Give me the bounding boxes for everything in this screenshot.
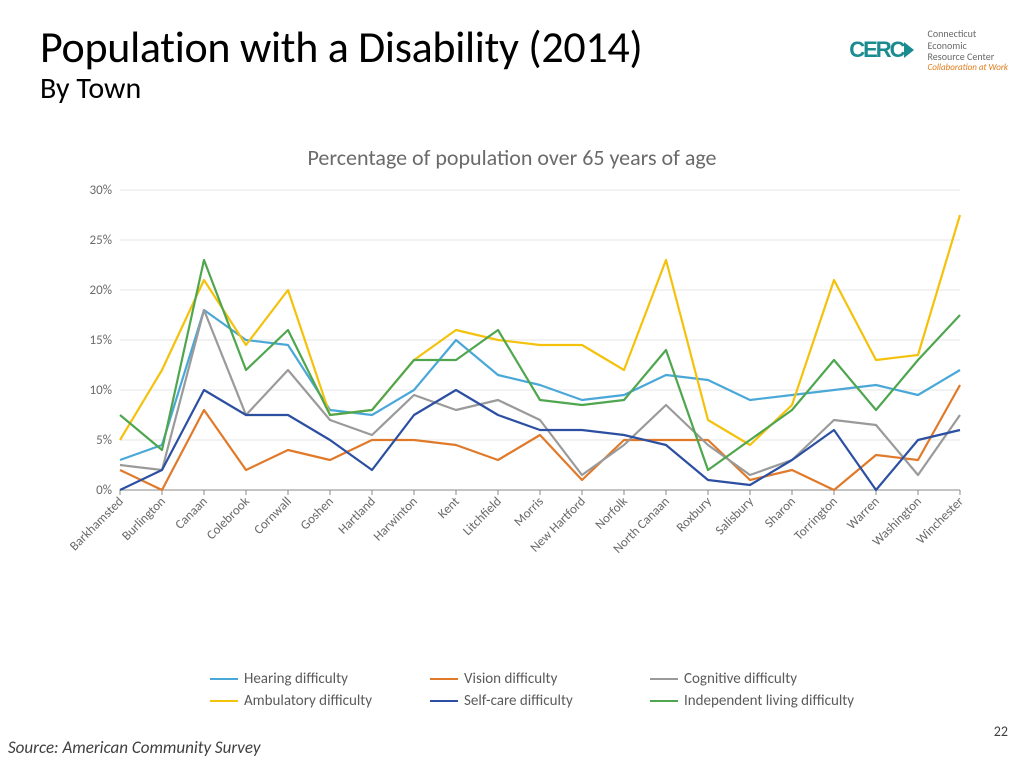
svg-text:5%: 5%	[96, 433, 112, 448]
svg-text:30%: 30%	[90, 183, 112, 198]
x-axis-label: Norfolk	[592, 494, 630, 532]
svg-text:0%: 0%	[96, 483, 112, 498]
legend-item: Cognitive difficulty	[650, 670, 870, 688]
x-axis-label: Harwinton	[371, 494, 421, 544]
logo-mark: CERC	[849, 37, 919, 63]
svg-text:20%: 20%	[90, 283, 112, 298]
legend-item: Self-care difficulty	[430, 692, 650, 710]
logo-line3: Resource Center	[928, 51, 1008, 63]
legend-item: Vision difficulty	[430, 670, 650, 688]
x-axis-label: Torrington	[792, 494, 841, 543]
legend-label: Ambulatory difficulty	[244, 692, 372, 710]
legend-item: Independent living difficulty	[650, 692, 870, 710]
legend-item: Ambulatory difficulty	[210, 692, 430, 710]
slide: Population with a Disability (2014) By T…	[0, 0, 1024, 768]
chart-title: Percentage of population over 65 years o…	[0, 144, 1024, 171]
x-axis-label: Morris	[511, 494, 546, 529]
logo-line1: Connecticut	[928, 28, 1008, 40]
chart: 0% 5% 10% 15% 20% 25% 30% BarkhamstedBurlington…	[70, 180, 970, 600]
series-line	[120, 260, 960, 470]
svg-text:25%: 25%	[90, 233, 112, 248]
legend-label: Hearing difficulty	[244, 670, 348, 688]
x-axis-label: Barkhamsted	[70, 494, 127, 554]
x-axis-label: Warren	[844, 494, 883, 533]
x-axis-label: Burlington	[119, 494, 169, 544]
logo-text: CERC	[849, 37, 903, 63]
x-axis-label: Sharon	[762, 494, 799, 531]
logo-tagline: Collaboration at Work	[928, 63, 1008, 73]
legend-label: Independent living difficulty	[684, 692, 854, 710]
x-axis-label: Litchfield	[460, 494, 505, 539]
svg-text:15%: 15%	[90, 333, 112, 348]
page-number: 22	[994, 723, 1008, 740]
chart-svg: 0% 5% 10% 15% 20% 25% 30% BarkhamstedBurlington…	[70, 180, 970, 600]
x-axis-label: Canaan	[172, 494, 210, 532]
legend-swatch	[430, 700, 458, 702]
legend-label: Self-care difficulty	[464, 692, 573, 710]
x-axis-label: Goshen	[298, 494, 337, 533]
legend-swatch	[650, 700, 678, 702]
legend-swatch	[210, 678, 238, 680]
legend-item: Hearing difficulty	[210, 670, 430, 688]
title-block: Population with a Disability (2014) By T…	[40, 24, 642, 107]
main-title: Population with a Disability (2014)	[40, 24, 642, 70]
legend-label: Vision difficulty	[464, 670, 557, 688]
legend-swatch	[650, 678, 678, 680]
arrow-icon	[904, 40, 920, 60]
series-line	[120, 215, 960, 445]
x-axis-label: Kent	[435, 494, 463, 522]
x-axis-label: Colebrook	[204, 494, 253, 543]
x-axis-label: Roxbury	[674, 494, 715, 535]
series-line	[120, 310, 960, 460]
legend: Hearing difficulty Vision difficulty Cogni…	[210, 670, 870, 714]
legend-label: Cognitive difficulty	[684, 670, 797, 688]
legend-swatch	[430, 678, 458, 680]
svg-text:10%: 10%	[90, 383, 112, 398]
subtitle: By Town	[40, 70, 642, 107]
source-text: Source: American Community Survey	[8, 737, 261, 758]
logo: CERC Connecticut Economic Resource Cente…	[849, 28, 1008, 73]
legend-swatch	[210, 700, 238, 702]
x-axis-label: Cornwall	[251, 494, 294, 537]
logo-caption: Connecticut Economic Resource Center Col…	[928, 28, 1008, 73]
x-axis-label: Salisbury	[713, 494, 757, 538]
series-line	[120, 310, 960, 475]
